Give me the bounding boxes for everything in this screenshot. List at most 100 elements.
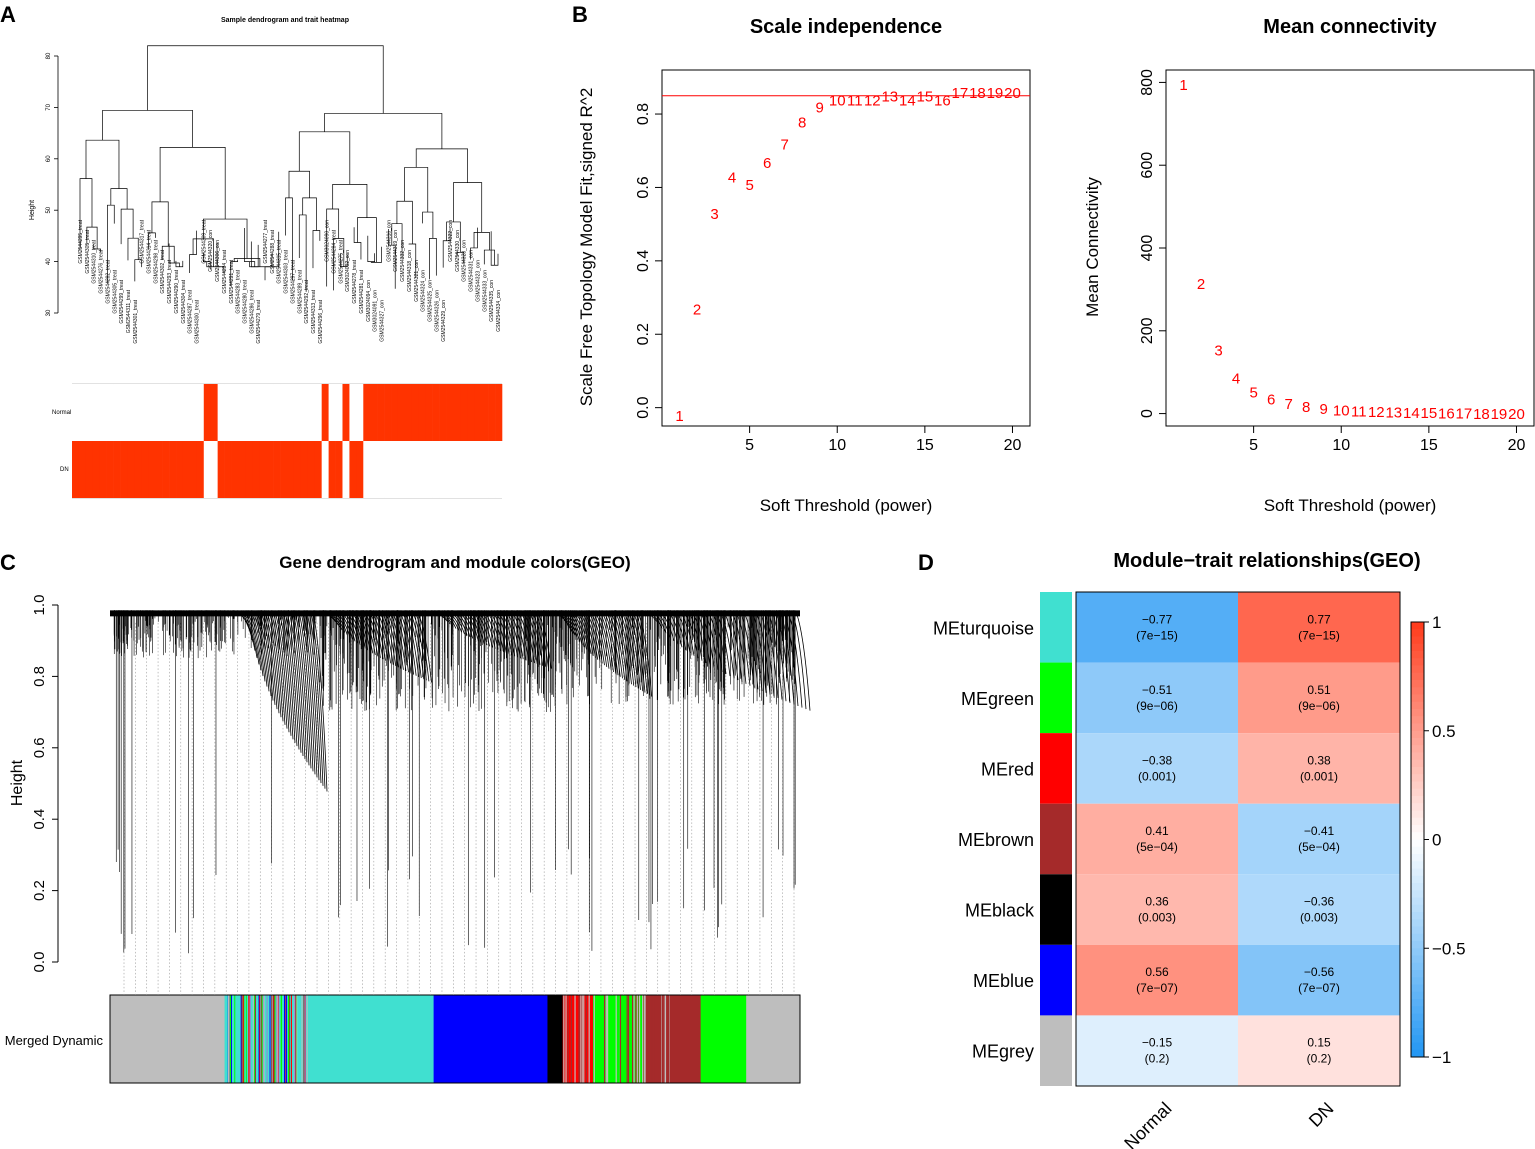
c-dendro-cluster — [433, 611, 448, 622]
panel-a-trait-label-normal: Normal — [52, 410, 71, 416]
panel-label-c: C — [0, 550, 16, 575]
c-dendro-cluster — [381, 611, 397, 667]
c-dendro-cluster — [308, 612, 324, 786]
data-point-label: 14 — [899, 92, 916, 109]
cell-value-label: 0.51 — [1307, 683, 1331, 697]
c-module-stripe — [627, 995, 630, 1083]
a-sample-label: GSM2544294_treat — [222, 249, 228, 293]
data-point-label: 12 — [1368, 404, 1385, 421]
a-sample-label: GSM2544313_treat — [311, 289, 317, 333]
module-color-swatch — [1040, 874, 1072, 945]
a-sample-label: GSM2544295_treat — [78, 219, 84, 263]
legend-segment — [1411, 694, 1424, 703]
c-dendro-cluster — [572, 611, 587, 650]
data-point-label: 11 — [1351, 403, 1367, 420]
c-dendro-cluster — [592, 611, 608, 668]
a-heat-cell-normal — [266, 384, 274, 441]
legend-segment — [1411, 752, 1424, 761]
c-dendro-cluster — [276, 612, 292, 736]
y-tick-label: 0.2 — [635, 323, 652, 345]
a-sample-label: GSM2544335_con — [489, 280, 495, 322]
x-tick-label: 15 — [1420, 437, 1438, 454]
a-sample-label: GSM2544309_treat — [201, 219, 207, 263]
legend-segment — [1411, 1042, 1424, 1051]
y-tick-label: 0.6 — [635, 176, 652, 198]
module-color-swatch — [1040, 944, 1072, 1016]
c-dendro-cluster — [483, 611, 499, 650]
a-heat-cell-dn — [404, 441, 413, 498]
x-tick-label: 20 — [1508, 437, 1526, 454]
a-sample-label: GSM2544279_treat — [256, 299, 262, 343]
c-dendro-cluster — [338, 611, 353, 640]
cell-pvalue-label: (0.001) — [1300, 769, 1338, 783]
cell-pvalue-label: (7e−07) — [1298, 981, 1340, 995]
c-dendro-cluster — [312, 612, 328, 792]
legend-segment — [1411, 825, 1424, 833]
data-point-label: 19 — [987, 85, 1004, 102]
c-module-segment — [593, 995, 644, 1083]
c-dendro-cluster — [719, 611, 735, 679]
c-dendro-cluster — [520, 611, 535, 664]
a-heat-cell-normal — [78, 384, 87, 441]
c-module-stripe — [574, 995, 576, 1083]
c-dendro-cluster — [328, 611, 343, 631]
c-dendro-cluster — [522, 611, 538, 665]
c-dendro-cluster — [632, 611, 648, 694]
a-heat-cell-dn — [141, 441, 149, 498]
c-module-stripe — [570, 995, 572, 1083]
heatmap-cell — [1238, 662, 1400, 734]
a-heat-cell-normal — [377, 384, 385, 441]
c-dendro-cluster — [302, 612, 318, 778]
c-dendro-cluster — [266, 611, 282, 718]
a-sample-label: GSM2544287_treat — [188, 289, 194, 333]
a-heat-cell-dn — [467, 441, 475, 498]
a-heat-cell-dn — [217, 441, 225, 498]
legend-segment — [1411, 622, 1424, 630]
a-heat-cell-normal — [356, 384, 364, 441]
data-point-label: 3 — [710, 206, 718, 223]
c-dendro-cluster — [250, 611, 266, 682]
c-dendro-cluster — [723, 611, 739, 681]
a-y-tick-label: 40 — [46, 258, 52, 265]
x-tick-label: 10 — [1332, 437, 1350, 454]
c-dendro-cluster — [335, 611, 351, 638]
c-dendro-cluster — [623, 611, 639, 689]
c-dendro-cluster — [747, 611, 763, 692]
c-dendro-cluster — [576, 611, 592, 654]
c-module-stripe — [301, 995, 303, 1083]
c-dendro-cluster — [240, 611, 256, 651]
a-sample-label: GSM2544317_treat — [140, 219, 146, 263]
a-heat-cell-normal — [176, 384, 184, 441]
c-dendro-cluster — [478, 611, 493, 648]
a-heat-cell-dn — [356, 441, 364, 498]
c-dendro-cluster — [248, 611, 264, 677]
data-point-label: 20 — [1508, 406, 1525, 423]
a-sample-label: GSM2544323_con — [475, 260, 481, 302]
a-heat-cell-dn — [148, 441, 156, 498]
a-heat-cell-dn — [127, 441, 135, 498]
row-label: MEblue — [973, 971, 1034, 991]
a-sample-label: GSM2544316_con — [386, 220, 392, 262]
a-heat-cell-dn — [495, 441, 503, 498]
c-dendro-cluster — [486, 611, 502, 652]
c-y-tick-label: 0.6 — [31, 737, 48, 758]
b1-ylabel: Scale Free Topology Model Fit,signed R^2 — [577, 88, 596, 407]
a-heat-cell-dn — [293, 441, 302, 498]
c-y-tick-label: 1.0 — [31, 595, 48, 616]
c-dendro-cluster — [256, 611, 272, 697]
c-module-stripe — [261, 995, 263, 1083]
a-dendrogram-branch — [470, 227, 478, 260]
c-module-stripe — [259, 995, 261, 1083]
c-dendro-cluster — [330, 611, 346, 633]
a-dendrogram-branch — [127, 237, 139, 261]
c-dendro-cluster — [306, 612, 322, 784]
c-dendro-cluster — [304, 612, 320, 781]
legend-segment — [1411, 941, 1424, 949]
c-dendro-cluster — [288, 612, 304, 756]
c-module-stripe — [303, 995, 305, 1083]
a-heat-cell-dn — [259, 441, 267, 498]
legend-segment — [1411, 832, 1424, 840]
c-dendro-cluster — [655, 611, 671, 638]
c-y-tick-label: 0.0 — [31, 952, 48, 973]
c-dendro-cluster — [743, 611, 759, 690]
